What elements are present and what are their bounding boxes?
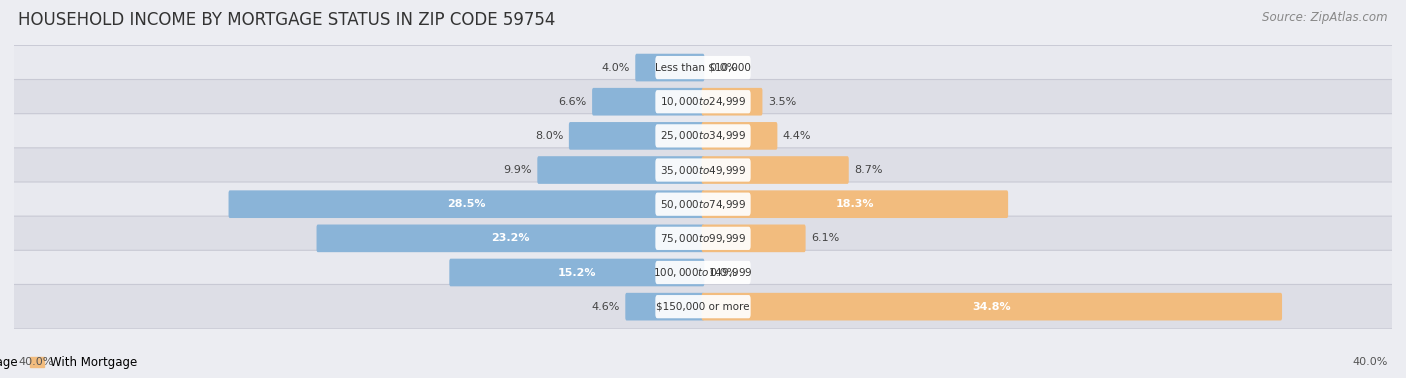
Text: 40.0%: 40.0% bbox=[18, 357, 53, 367]
Text: Source: ZipAtlas.com: Source: ZipAtlas.com bbox=[1263, 11, 1388, 24]
Text: 8.0%: 8.0% bbox=[536, 131, 564, 141]
Text: $25,000 to $34,999: $25,000 to $34,999 bbox=[659, 129, 747, 143]
Text: 4.6%: 4.6% bbox=[592, 302, 620, 311]
FancyBboxPatch shape bbox=[655, 124, 751, 147]
Text: 40.0%: 40.0% bbox=[1353, 357, 1388, 367]
FancyBboxPatch shape bbox=[655, 227, 751, 250]
Text: Less than $10,000: Less than $10,000 bbox=[655, 63, 751, 73]
FancyBboxPatch shape bbox=[11, 114, 1395, 158]
Text: $50,000 to $74,999: $50,000 to $74,999 bbox=[659, 198, 747, 211]
FancyBboxPatch shape bbox=[537, 156, 704, 184]
Text: $35,000 to $49,999: $35,000 to $49,999 bbox=[659, 164, 747, 177]
Text: $150,000 or more: $150,000 or more bbox=[657, 302, 749, 311]
Text: 15.2%: 15.2% bbox=[558, 268, 596, 277]
Text: $100,000 to $149,999: $100,000 to $149,999 bbox=[654, 266, 752, 279]
Text: 18.3%: 18.3% bbox=[835, 199, 875, 209]
FancyBboxPatch shape bbox=[450, 259, 704, 287]
FancyBboxPatch shape bbox=[702, 225, 806, 252]
FancyBboxPatch shape bbox=[702, 293, 1282, 321]
FancyBboxPatch shape bbox=[702, 88, 762, 116]
FancyBboxPatch shape bbox=[11, 182, 1395, 226]
FancyBboxPatch shape bbox=[569, 122, 704, 150]
FancyBboxPatch shape bbox=[655, 261, 751, 284]
Text: 8.7%: 8.7% bbox=[853, 165, 883, 175]
Legend: Without Mortgage, With Mortgage: Without Mortgage, With Mortgage bbox=[0, 352, 142, 374]
FancyBboxPatch shape bbox=[11, 148, 1395, 192]
FancyBboxPatch shape bbox=[702, 122, 778, 150]
Text: 4.4%: 4.4% bbox=[783, 131, 811, 141]
FancyBboxPatch shape bbox=[11, 79, 1395, 124]
FancyBboxPatch shape bbox=[655, 192, 751, 216]
FancyBboxPatch shape bbox=[655, 158, 751, 182]
FancyBboxPatch shape bbox=[11, 285, 1395, 329]
FancyBboxPatch shape bbox=[702, 191, 1008, 218]
FancyBboxPatch shape bbox=[229, 191, 704, 218]
FancyBboxPatch shape bbox=[655, 295, 751, 318]
FancyBboxPatch shape bbox=[11, 216, 1395, 260]
FancyBboxPatch shape bbox=[11, 250, 1395, 295]
Text: 3.5%: 3.5% bbox=[768, 97, 796, 107]
Text: $75,000 to $99,999: $75,000 to $99,999 bbox=[659, 232, 747, 245]
Text: 0.0%: 0.0% bbox=[710, 63, 738, 73]
Text: 6.6%: 6.6% bbox=[558, 97, 586, 107]
Text: 9.9%: 9.9% bbox=[503, 165, 531, 175]
FancyBboxPatch shape bbox=[655, 90, 751, 113]
Text: 34.8%: 34.8% bbox=[973, 302, 1011, 311]
Text: 23.2%: 23.2% bbox=[491, 233, 530, 243]
FancyBboxPatch shape bbox=[592, 88, 704, 116]
FancyBboxPatch shape bbox=[11, 45, 1395, 90]
FancyBboxPatch shape bbox=[655, 56, 751, 79]
FancyBboxPatch shape bbox=[316, 225, 704, 252]
FancyBboxPatch shape bbox=[636, 54, 704, 81]
Text: 28.5%: 28.5% bbox=[447, 199, 485, 209]
Text: HOUSEHOLD INCOME BY MORTGAGE STATUS IN ZIP CODE 59754: HOUSEHOLD INCOME BY MORTGAGE STATUS IN Z… bbox=[18, 11, 555, 29]
FancyBboxPatch shape bbox=[626, 293, 704, 321]
Text: $10,000 to $24,999: $10,000 to $24,999 bbox=[659, 95, 747, 108]
Text: 0.0%: 0.0% bbox=[710, 268, 738, 277]
Text: 4.0%: 4.0% bbox=[602, 63, 630, 73]
Text: 6.1%: 6.1% bbox=[811, 233, 839, 243]
FancyBboxPatch shape bbox=[702, 156, 849, 184]
